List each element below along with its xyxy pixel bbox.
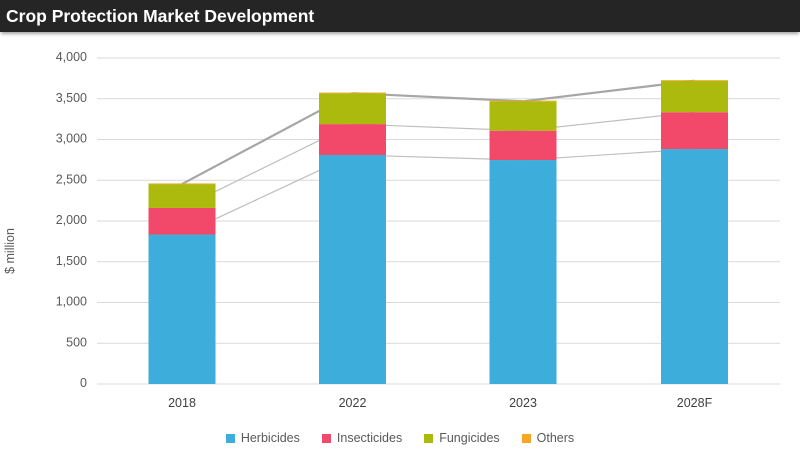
svg-text:3,500: 3,500 <box>56 91 87 105</box>
svg-text:2023: 2023 <box>509 396 537 410</box>
svg-text:$ million: $ million <box>3 228 17 274</box>
svg-text:2,000: 2,000 <box>56 213 87 227</box>
svg-text:2,500: 2,500 <box>56 172 87 186</box>
svg-text:1,000: 1,000 <box>56 295 87 309</box>
svg-text:2018: 2018 <box>168 396 196 410</box>
svg-text:1,500: 1,500 <box>56 254 87 268</box>
svg-text:4,000: 4,000 <box>56 50 87 64</box>
svg-text:3,000: 3,000 <box>56 132 87 146</box>
svg-text:500: 500 <box>66 335 87 349</box>
svg-text:2028F: 2028F <box>677 396 713 410</box>
svg-text:2022: 2022 <box>339 396 367 410</box>
svg-text:0: 0 <box>80 376 87 390</box>
